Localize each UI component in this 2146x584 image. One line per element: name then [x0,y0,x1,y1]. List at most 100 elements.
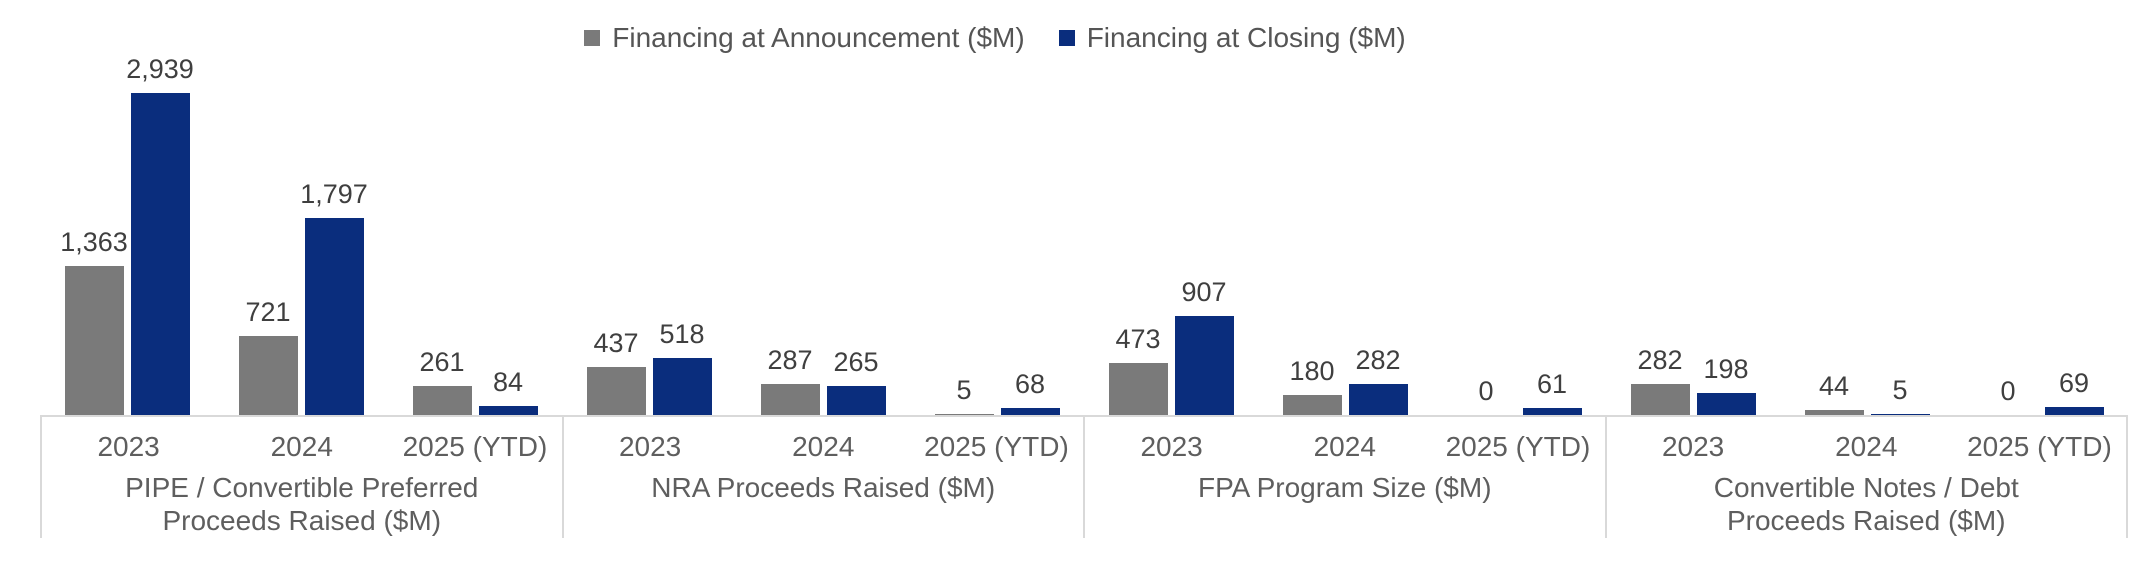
bar-cluster-cell: 287 265 [736,0,910,415]
legend-item-closing: Financing at Closing ($M) [1058,22,1406,54]
bar-cluster-cell: 473 907 [1084,0,1258,415]
x-tick-row: 2023 2024 2025 (YTD) [564,417,1084,463]
x-tick-label: 2025 (YTD) [924,431,1069,462]
bar-column-closing: 61 [1522,369,1582,415]
category-axis-label: FPA Program Size ($M) [1085,471,1605,504]
bar-closing [1870,414,1930,415]
x-tick-label: 2023 [97,431,160,462]
bar-cluster: 282 198 [1630,345,1756,415]
legend-label-announcement: Financing at Announcement ($M) [612,22,1025,53]
bar-announcement [586,367,646,415]
bar-cluster-cell: 721 1,797 [214,0,388,415]
bar-value-label: 721 [245,297,291,328]
category-axis-label: NRA Proceeds Raised ($M) [564,471,1084,504]
bar-announcement [1282,395,1342,415]
bar-value-label: 44 [1818,371,1850,402]
category-axis-label-line: FPA Program Size ($M) [1197,472,1492,503]
bar-column-closing: 282 [1348,345,1408,415]
bar-closing [1522,408,1582,415]
bar-cluster: 261 84 [412,347,538,415]
axis-group: 2023 2024 2025 (YTD) Convertible Notes / De… [1604,417,2128,538]
bar-cluster: 721 1,797 [238,179,368,415]
x-tick-label: 2024 [792,431,855,462]
legend-label-closing: Financing at Closing ($M) [1086,22,1406,53]
x-tick-row: 2023 2024 2025 (YTD) [1607,417,2127,463]
bar-column-closing: 1,797 [300,179,368,415]
x-tick-label: 2024 [270,431,333,462]
bar-cluster: 287 265 [760,345,886,415]
bar-cluster: 180 282 [1282,345,1408,415]
bar-value-label: 61 [1536,369,1568,400]
bar-closing [2044,407,2104,415]
bar-cluster: 1,363 2,939 [60,54,194,415]
bar-closing [652,358,712,415]
bar-value-label: 473 [1115,324,1161,355]
bar-announcement [1108,363,1168,415]
x-tick-row: 2023 2024 2025 (YTD) [42,417,562,463]
bar-announcement [1804,410,1864,415]
bar-announcement [64,265,124,415]
bar-cluster: 437 518 [586,319,712,415]
bar-closing [826,385,886,415]
category-axis-label-line: Proceeds Raised ($M) [1726,505,2006,536]
bar-cluster-cell: 282 198 [1606,0,1780,415]
bar-cluster-cell: 44 5 [1780,0,1954,415]
bar-value-label: 2,939 [126,54,194,84]
category-axis-label-line: Proceeds Raised ($M) [162,505,442,536]
bar-column-closing: 69 [2044,368,2104,415]
bar-value-label: 282 [1637,345,1683,376]
bar-group: 437 518 287 265 5 68 [562,0,1084,415]
bar-column-closing: 68 [1000,368,1060,415]
bar-column-announcement: 44 [1804,371,1864,415]
bar-cluster-cell: 180 282 [1258,0,1432,415]
bar-column-announcement: 473 [1108,324,1168,415]
bar-value-label: 0 [2000,376,2016,406]
bar-cluster: 44 5 [1804,371,1930,415]
bar-column-announcement: 261 [412,347,472,415]
bar-value-label: 68 [1014,368,1046,399]
bar-column-closing: 198 [1696,354,1756,415]
bar-value-label: 84 [492,366,524,397]
axis-group: 2023 2024 2025 (YTD) PIPE / Convertible Pre… [40,417,562,538]
bar-column-announcement: 287 [760,345,820,415]
bar-cluster-cell: 437 518 [562,0,736,415]
category-axis-label: PIPE / Convertible Preferred Proceeds Rai… [42,471,562,537]
bar-closing [1000,407,1060,415]
bar-cluster: 473 907 [1108,276,1234,415]
bar-closing [130,93,190,415]
bar-value-label: 69 [2058,368,2090,399]
bar-closing [1174,315,1234,415]
bar-announcement [238,336,298,415]
bar-value-label: 5 [1892,375,1908,406]
x-tick-row: 2023 2024 2025 (YTD) [1085,417,1605,463]
bar-group: 1,363 2,939 721 1,797 261 84 [40,0,562,415]
x-tick-label: 2025 (YTD) [1445,431,1591,462]
axis-group: 2023 2024 2025 (YTD) FPA Program Size ($M) [1083,417,1605,538]
bar-column-announcement: 180 [1282,356,1342,415]
x-tick-label: 2024 [1835,431,1898,462]
bar-column-announcement: 5 [934,375,994,415]
bar-column-closing: 907 [1174,276,1234,415]
category-axis-label-line: NRA Proceeds Raised ($M) [651,472,996,503]
bar-closing [304,218,364,415]
legend-swatch-closing-icon [1058,30,1075,46]
bar-value-label: 907 [1181,276,1227,307]
bar-group: 473 907 180 282 0 61 [1084,0,1606,415]
bar-value-label: 0 [1478,376,1494,406]
bar-announcement [1630,384,1690,415]
bar-announcement [934,414,994,415]
bar-value-label: 437 [593,328,639,359]
bar-cluster-cell: 1,363 2,939 [40,0,214,415]
bar-cluster: 0 69 [1979,368,2104,415]
x-tick-label: 2024 [1313,431,1376,462]
category-axis-label-line: Convertible Notes / Debt [1713,472,2019,503]
bar-value-label: 1,797 [300,179,368,210]
axis-group: 2023 2024 2025 (YTD) NRA Proceeds Raised ($… [561,417,1084,538]
bar-closing [1348,384,1408,415]
chart-legend: Financing at Announcement ($M) Financing… [0,22,2068,54]
bar-column-announcement: 721 [238,297,298,415]
bar-column-announcement: 282 [1630,345,1690,415]
bar-value-label: 261 [419,347,465,378]
bar-cluster-cell: 261 84 [388,0,562,415]
bar-value-label: 5 [956,375,972,406]
